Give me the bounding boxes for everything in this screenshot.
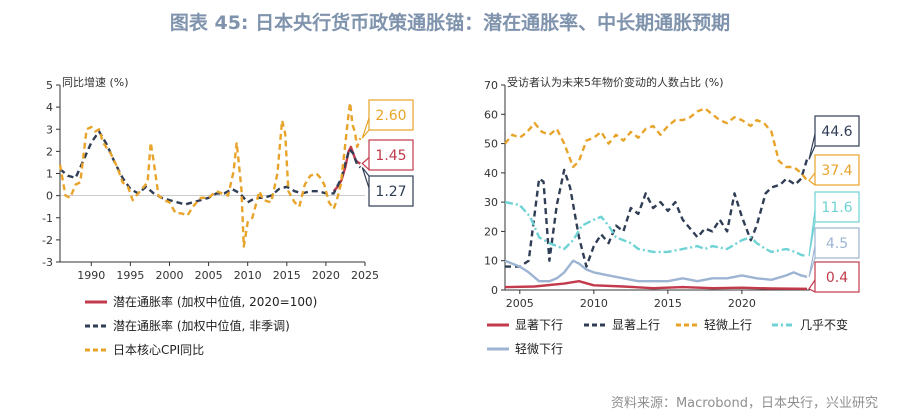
callout-label: 44.6 xyxy=(821,124,852,140)
y-tick-label: -3 xyxy=(42,256,53,269)
y-tick-label: 60 xyxy=(484,108,498,121)
callout-label: 1.45 xyxy=(375,148,406,164)
x-tick-label: 2020 xyxy=(312,269,340,282)
y-tick-label: 5 xyxy=(46,79,53,92)
x-tick-label: 2010 xyxy=(234,269,262,282)
y-tick-label: 0 xyxy=(46,190,53,203)
callout-pointer xyxy=(808,133,816,160)
y-tick-label: 30 xyxy=(484,196,498,209)
y-tick-label: 3 xyxy=(46,123,53,136)
callout-pointer xyxy=(808,209,816,257)
x-tick-label: 2005 xyxy=(506,297,534,310)
x-tick-label: 2025 xyxy=(351,269,379,282)
series-line-0-2 xyxy=(58,101,362,248)
y-tick-label: 40 xyxy=(484,167,498,180)
series-line-1-0 xyxy=(504,280,808,290)
source-note: 资料来源：Macrobond，日本央行，兴业研究 xyxy=(610,396,878,411)
series-line-1-4 xyxy=(504,259,808,283)
y-tick-label: 4 xyxy=(46,101,53,114)
legend-1-1-label: 显著上行 xyxy=(612,318,660,332)
legend-0-1-label: 潜在通胀率 (加权中位值, 非季调) xyxy=(113,318,290,333)
callout-box xyxy=(814,154,860,186)
y-tick-label: -1 xyxy=(42,212,53,225)
series-line-1-1 xyxy=(505,159,809,268)
callout-pointer xyxy=(361,167,370,189)
callout-label: 11.6 xyxy=(821,200,852,216)
x-tick-label: 2020 xyxy=(728,297,756,310)
legend-1-0-label: 显著下行 xyxy=(515,318,563,332)
callout-pointer xyxy=(808,172,816,186)
callout-box xyxy=(368,139,414,171)
callout-label: 2.60 xyxy=(375,108,406,124)
y-tick-label: 10 xyxy=(484,255,498,268)
y-tick-label: 50 xyxy=(484,138,498,151)
callout-box xyxy=(814,191,860,223)
series-line-1-2 xyxy=(504,107,808,182)
figure-title: 图表 45: 日本央行货币政策通胀锚：潜在通胀率、中长期通胀预期 xyxy=(169,12,731,34)
legend-1-4-label: 轻微下行 xyxy=(515,342,563,356)
x-tick-label: 2000 xyxy=(155,269,183,282)
y-tick-label: 2 xyxy=(46,145,53,158)
x-tick-label: 2010 xyxy=(580,297,608,310)
x-tick-label: 2015 xyxy=(654,297,682,310)
callout-pointer xyxy=(361,157,370,170)
callout-label: 0.4 xyxy=(826,270,848,286)
callout-label: 1.27 xyxy=(375,184,406,200)
y-tick-label: 0 xyxy=(491,284,498,297)
axis-unit-label: 受访者认为未来5年物价变动的人数占比 (%) xyxy=(507,75,724,89)
x-tick-label: 2005 xyxy=(195,269,223,282)
legend-1-2-label: 轻微上行 xyxy=(704,318,752,332)
callout-box xyxy=(368,99,414,131)
callout-label: 37.4 xyxy=(821,163,852,179)
callout-box xyxy=(814,227,860,259)
legend-0-2-label: 日本核心CPI同比 xyxy=(113,343,204,357)
axis-unit-label: 同比增速 (%) xyxy=(62,75,129,89)
y-tick-label: 70 xyxy=(484,79,498,92)
callout-box xyxy=(814,261,860,293)
callout-box xyxy=(814,115,860,147)
x-tick-label: 2015 xyxy=(273,269,301,282)
callout-box xyxy=(368,175,414,207)
callout-pointer xyxy=(361,117,370,139)
callout-pointer xyxy=(808,245,816,278)
series-line-0-1 xyxy=(59,130,362,206)
callout-label: 4.5 xyxy=(826,236,848,252)
x-tick-label: 1990 xyxy=(77,269,105,282)
legend-0-0-label: 潜在通胀率 (加权中位值, 2020=100) xyxy=(113,294,317,309)
legend-1-3-label: 几乎不变 xyxy=(800,317,848,332)
y-tick-label: 20 xyxy=(484,225,498,238)
callout-pointer xyxy=(808,279,816,293)
y-tick-label: 1 xyxy=(46,168,53,181)
x-tick-label: 1995 xyxy=(116,269,144,282)
y-tick-label: -2 xyxy=(42,234,53,247)
